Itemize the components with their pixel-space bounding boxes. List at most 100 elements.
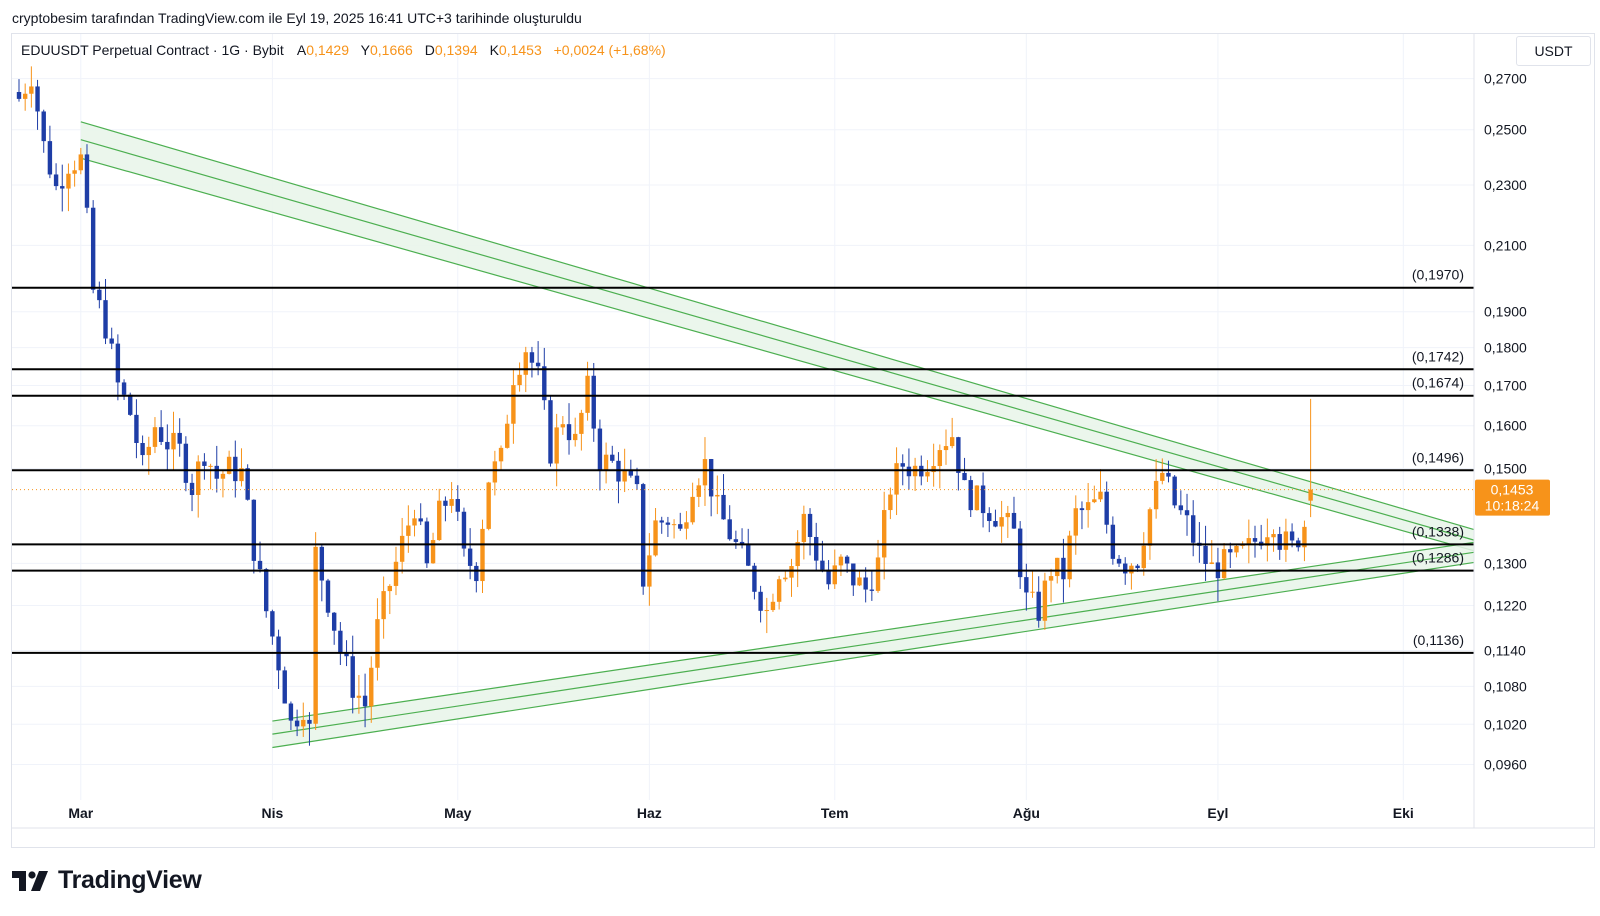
candle-body[interactable] bbox=[659, 520, 664, 523]
candle-body[interactable] bbox=[931, 466, 936, 473]
candle-body[interactable] bbox=[301, 719, 306, 727]
candle-body[interactable] bbox=[1036, 591, 1041, 621]
candle-body[interactable] bbox=[183, 443, 189, 483]
candle-body[interactable] bbox=[1209, 562, 1214, 564]
candle-body[interactable] bbox=[84, 154, 90, 208]
candle-body[interactable] bbox=[906, 466, 912, 477]
candle-body[interactable] bbox=[974, 485, 980, 511]
candle-body[interactable] bbox=[684, 522, 689, 529]
candle-body[interactable] bbox=[1048, 576, 1054, 581]
candle-body[interactable] bbox=[733, 539, 739, 542]
candle-body[interactable] bbox=[1030, 591, 1035, 593]
candle-body[interactable] bbox=[640, 484, 646, 587]
candle-body[interactable] bbox=[1092, 499, 1097, 503]
candle-body[interactable] bbox=[678, 524, 683, 529]
candle-body[interactable] bbox=[603, 454, 609, 472]
candle-body[interactable] bbox=[399, 535, 405, 562]
candle-body[interactable] bbox=[702, 459, 708, 486]
candle-body[interactable] bbox=[53, 174, 59, 187]
candle-body[interactable] bbox=[140, 442, 145, 456]
candle-body[interactable] bbox=[115, 343, 121, 383]
candle-body[interactable] bbox=[251, 499, 257, 561]
candle-body[interactable] bbox=[498, 447, 504, 462]
candle-body[interactable] bbox=[875, 557, 881, 591]
candle-body[interactable] bbox=[257, 560, 263, 570]
candle-body[interactable] bbox=[1228, 549, 1233, 553]
candle-body[interactable] bbox=[888, 494, 893, 511]
candle-body[interactable] bbox=[282, 670, 287, 704]
candle-body[interactable] bbox=[294, 720, 300, 727]
candle-body[interactable] bbox=[474, 565, 479, 582]
candle-body[interactable] bbox=[505, 423, 510, 448]
candle-body[interactable] bbox=[1110, 524, 1116, 559]
candle-body[interactable] bbox=[814, 536, 819, 561]
upper-channel-line[interactable] bbox=[80, 121, 1475, 531]
candle-body[interactable] bbox=[715, 494, 720, 497]
candle-body[interactable] bbox=[622, 469, 627, 482]
candle-body[interactable] bbox=[573, 433, 578, 441]
candle-body[interactable] bbox=[1011, 512, 1017, 529]
candle-body[interactable] bbox=[313, 546, 318, 724]
candle-body[interactable] bbox=[752, 565, 757, 592]
candle-body[interactable] bbox=[437, 500, 442, 541]
candle-body[interactable] bbox=[708, 459, 714, 497]
candle-body[interactable] bbox=[189, 482, 195, 495]
candle-body[interactable] bbox=[1005, 512, 1010, 518]
candle-body[interactable] bbox=[1067, 535, 1072, 580]
currency-button[interactable]: USDT bbox=[1516, 36, 1591, 66]
candle-body[interactable] bbox=[542, 366, 547, 401]
candle-body[interactable] bbox=[758, 591, 763, 611]
candle-body[interactable] bbox=[764, 610, 769, 612]
candle-body[interactable] bbox=[517, 374, 522, 386]
candle-body[interactable] bbox=[529, 352, 535, 363]
candle-body[interactable] bbox=[1252, 538, 1258, 542]
last-candle-body[interactable] bbox=[1308, 489, 1313, 501]
candle-body[interactable] bbox=[993, 521, 998, 527]
candle-body[interactable] bbox=[1129, 565, 1134, 574]
candle-body[interactable] bbox=[1289, 531, 1295, 541]
candle-body[interactable] bbox=[727, 519, 732, 540]
candle-body[interactable] bbox=[826, 569, 831, 585]
candle-body[interactable] bbox=[634, 475, 640, 485]
candle-body[interactable] bbox=[109, 338, 114, 344]
candle-body[interactable] bbox=[146, 446, 151, 456]
candle-body[interactable] bbox=[851, 563, 856, 586]
candle-body[interactable] bbox=[838, 556, 844, 566]
candle-body[interactable] bbox=[949, 437, 955, 447]
candle-body[interactable] bbox=[338, 630, 343, 653]
candle-body[interactable] bbox=[671, 524, 677, 526]
candle-body[interactable] bbox=[1123, 563, 1128, 574]
candle-body[interactable] bbox=[554, 427, 559, 464]
candle-body[interactable] bbox=[331, 612, 337, 631]
candle-body[interactable] bbox=[869, 589, 875, 591]
candle-body[interactable] bbox=[857, 577, 862, 586]
chart-pane[interactable] bbox=[11, 33, 1595, 848]
candle-body[interactable] bbox=[1172, 476, 1177, 506]
brand-logo[interactable]: TradingView bbox=[12, 866, 202, 895]
upper-channel-line[interactable] bbox=[80, 139, 1475, 541]
candle-body[interactable] bbox=[165, 441, 170, 450]
candle-body[interactable] bbox=[1283, 531, 1289, 550]
candle-body[interactable] bbox=[264, 569, 269, 612]
candle-body[interactable] bbox=[66, 173, 71, 189]
candle-body[interactable] bbox=[665, 522, 671, 525]
candle-body[interactable] bbox=[1017, 528, 1023, 578]
candle-body[interactable] bbox=[356, 695, 362, 698]
candle-body[interactable] bbox=[925, 472, 930, 477]
candle-body[interactable] bbox=[387, 585, 392, 592]
candle-body[interactable] bbox=[196, 461, 201, 495]
candle-body[interactable] bbox=[770, 601, 776, 611]
candle-body[interactable] bbox=[844, 556, 850, 564]
candle-body[interactable] bbox=[375, 619, 380, 668]
candle-body[interactable] bbox=[72, 170, 77, 174]
candle-body[interactable] bbox=[789, 566, 794, 578]
candle-body[interactable] bbox=[980, 485, 986, 514]
candle-body[interactable] bbox=[461, 511, 467, 549]
candle-body[interactable] bbox=[393, 561, 399, 586]
candle-body[interactable] bbox=[1135, 565, 1140, 569]
candle-body[interactable] bbox=[523, 352, 528, 375]
candle-body[interactable] bbox=[35, 86, 40, 112]
lower-channel-line[interactable] bbox=[272, 561, 1475, 749]
candle-body[interactable] bbox=[325, 580, 331, 613]
candle-body[interactable] bbox=[560, 424, 566, 428]
